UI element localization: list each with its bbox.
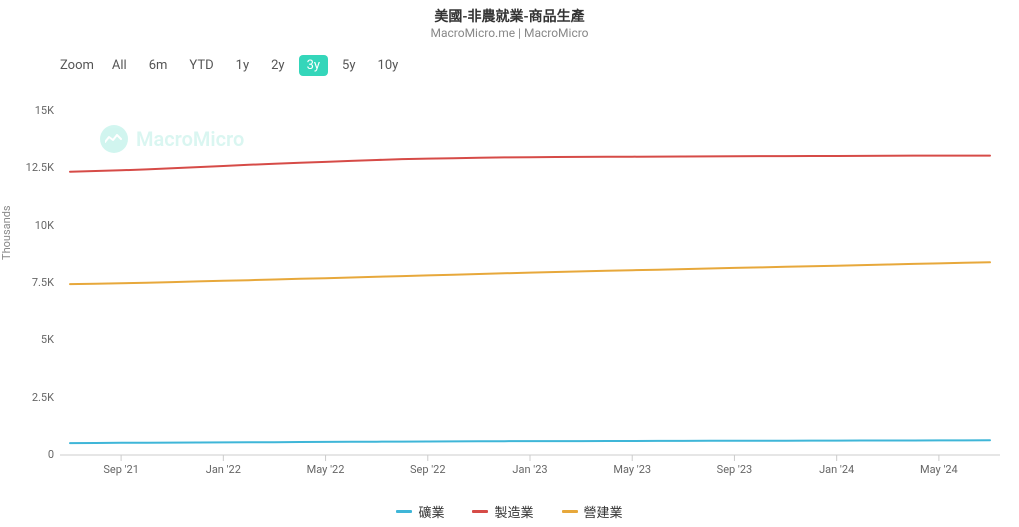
legend-swatch-icon xyxy=(396,510,412,513)
chart-subtitle: MacroMicro.me | MacroMicro xyxy=(0,26,1019,40)
legend-label: 製造業 xyxy=(494,502,533,521)
legend-label: 礦業 xyxy=(418,502,444,521)
x-tick-label: Jan '22 xyxy=(206,463,241,476)
x-tick-label: Jan '23 xyxy=(512,463,547,476)
series-line-營建業 xyxy=(70,262,990,284)
x-tick-label: May '24 xyxy=(920,463,958,476)
legend-swatch-icon xyxy=(562,510,578,513)
x-tick-label: Sep '23 xyxy=(717,463,753,476)
y-tick-label: 12.5K xyxy=(0,161,54,174)
plot-area[interactable] xyxy=(60,80,1000,475)
zoom-btn-ytd[interactable]: YTD xyxy=(181,55,221,76)
y-tick-label: 2.5K xyxy=(0,391,54,404)
y-tick-label: 15K xyxy=(0,104,54,117)
x-tick-label: Sep '22 xyxy=(410,463,446,476)
y-tick-label: 5K xyxy=(0,333,54,346)
x-tick-label: May '23 xyxy=(613,463,651,476)
zoom-btn-6m[interactable]: 6m xyxy=(141,55,176,76)
y-axis-label: Thousands xyxy=(0,205,13,260)
zoom-btn-10y[interactable]: 10y xyxy=(370,55,407,76)
legend-item[interactable]: 礦業 xyxy=(396,502,444,521)
y-tick-label: 10K xyxy=(0,219,54,232)
zoom-btn-1y[interactable]: 1y xyxy=(228,55,257,76)
chart-title: 美國-非農就業-商品生產 xyxy=(0,6,1019,26)
legend-item[interactable]: 營建業 xyxy=(562,502,623,521)
legend-swatch-icon xyxy=(472,510,488,513)
x-tick-label: May '22 xyxy=(307,463,345,476)
series-line-製造業 xyxy=(70,156,990,172)
legend-item[interactable]: 製造業 xyxy=(472,502,533,521)
chart-svg xyxy=(60,80,1000,475)
legend: 礦業 製造業 營建業 xyxy=(0,502,1019,521)
zoom-btn-3y[interactable]: 3y xyxy=(299,55,328,76)
y-tick-label: 0 xyxy=(0,448,54,461)
zoom-btn-5y[interactable]: 5y xyxy=(334,55,363,76)
zoom-bar: Zoom All 6mYTD 1y 2y 3y 5y 10y xyxy=(60,55,406,76)
series-line-礦業 xyxy=(70,440,990,443)
chart-container: 美國-非農就業-商品生產 MacroMicro.me | MacroMicro … xyxy=(0,0,1019,527)
y-tick-label: 7.5K xyxy=(0,276,54,289)
zoom-label: Zoom xyxy=(60,58,94,73)
zoom-btn-2y[interactable]: 2y xyxy=(263,55,292,76)
x-tick-label: Sep '21 xyxy=(103,463,139,476)
x-tick-label: Jan '24 xyxy=(819,463,854,476)
legend-label: 營建業 xyxy=(584,502,623,521)
zoom-btn-all[interactable]: All xyxy=(104,55,135,76)
